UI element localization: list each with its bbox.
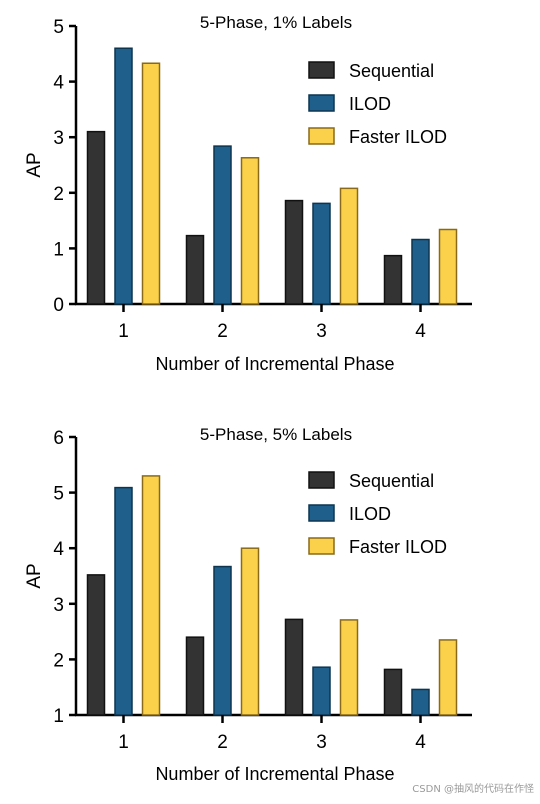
x-axis-label: Number of Incremental Phase [155, 764, 394, 784]
legend-swatch-sequential [308, 61, 335, 79]
bar-sequential [185, 234, 205, 305]
x-tick-label: 2 [217, 732, 228, 753]
y-axis-label: AP [24, 152, 45, 177]
bar-faster-ilod [141, 62, 161, 305]
y-tick-label: 3 [53, 128, 64, 149]
bar-ilod [213, 145, 232, 305]
bar-ilod [411, 688, 430, 716]
bar-faster-ilod [339, 619, 359, 716]
legend-swatch-ilod [308, 504, 335, 522]
y-tick-label: 4 [53, 539, 64, 560]
y-tick-label: 1 [53, 239, 64, 260]
bar-ilod [411, 238, 430, 305]
bar-sequential [284, 618, 304, 716]
chart-title: 5-Phase, 1% Labels [200, 13, 352, 32]
bar-sequential [86, 574, 106, 716]
chart-panel-5pct: 5-Phase, 5% Labels AP Number of Incremen… [24, 425, 472, 784]
x-tick-label: 2 [217, 321, 228, 342]
x-tick-label: 4 [415, 321, 426, 342]
bar-faster-ilod [141, 475, 161, 716]
y-tick-label: 2 [53, 184, 64, 205]
bar-sequential [284, 199, 304, 305]
x-tick-label: 4 [415, 732, 426, 753]
legend: Sequential ILOD Faster ILOD [308, 61, 447, 147]
bar-sequential [86, 130, 106, 305]
bar-faster-ilod [339, 187, 359, 305]
x-tick-label: 3 [316, 321, 327, 342]
bar-sequential [383, 668, 403, 716]
bar-ilod [114, 47, 133, 305]
x-tick-label: 1 [118, 732, 129, 753]
watermark: CSDN @抽风的代码在作怪 [412, 784, 534, 795]
legend-label: Sequential [349, 471, 434, 491]
legend-swatch-faster-ilod [308, 127, 335, 145]
bar-faster-ilod [240, 157, 260, 305]
bar-ilod [312, 666, 331, 716]
legend: Sequential ILOD Faster ILOD [308, 471, 447, 557]
bar-faster-ilod [438, 228, 458, 305]
y-tick-label: 0 [53, 295, 64, 316]
legend-swatch-ilod [308, 94, 335, 112]
y-tick-label: 3 [53, 595, 64, 616]
legend-label: Faster ILOD [349, 127, 447, 147]
legend-label: Faster ILOD [349, 537, 447, 557]
y-tick-label: 5 [53, 17, 64, 38]
chart-title: 5-Phase, 5% Labels [200, 425, 352, 444]
legend-label: Sequential [349, 61, 434, 81]
legend-label: ILOD [349, 504, 391, 524]
chart-panel-1pct: 5-Phase, 1% Labels AP Number of Incremen… [24, 13, 472, 374]
y-tick-label: 5 [53, 484, 64, 505]
y-axis-label: AP [24, 563, 45, 588]
bar-sequential [383, 254, 403, 305]
bar-faster-ilod [240, 547, 260, 716]
x-tick-label: 1 [118, 321, 129, 342]
bar-ilod [213, 565, 232, 716]
bar-ilod [312, 202, 331, 305]
x-tick-label: 3 [316, 732, 327, 753]
legend-label: ILOD [349, 94, 391, 114]
y-tick-label: 4 [53, 73, 64, 94]
bar-sequential [185, 636, 205, 716]
x-axis-label: Number of Incremental Phase [155, 354, 394, 374]
bar-ilod [114, 486, 133, 716]
y-tick-label: 6 [53, 428, 64, 449]
y-tick-label: 1 [53, 706, 64, 727]
y-tick-label: 2 [53, 650, 64, 671]
legend-swatch-sequential [308, 471, 335, 489]
legend-swatch-faster-ilod [308, 537, 335, 555]
bar-faster-ilod [438, 639, 458, 716]
